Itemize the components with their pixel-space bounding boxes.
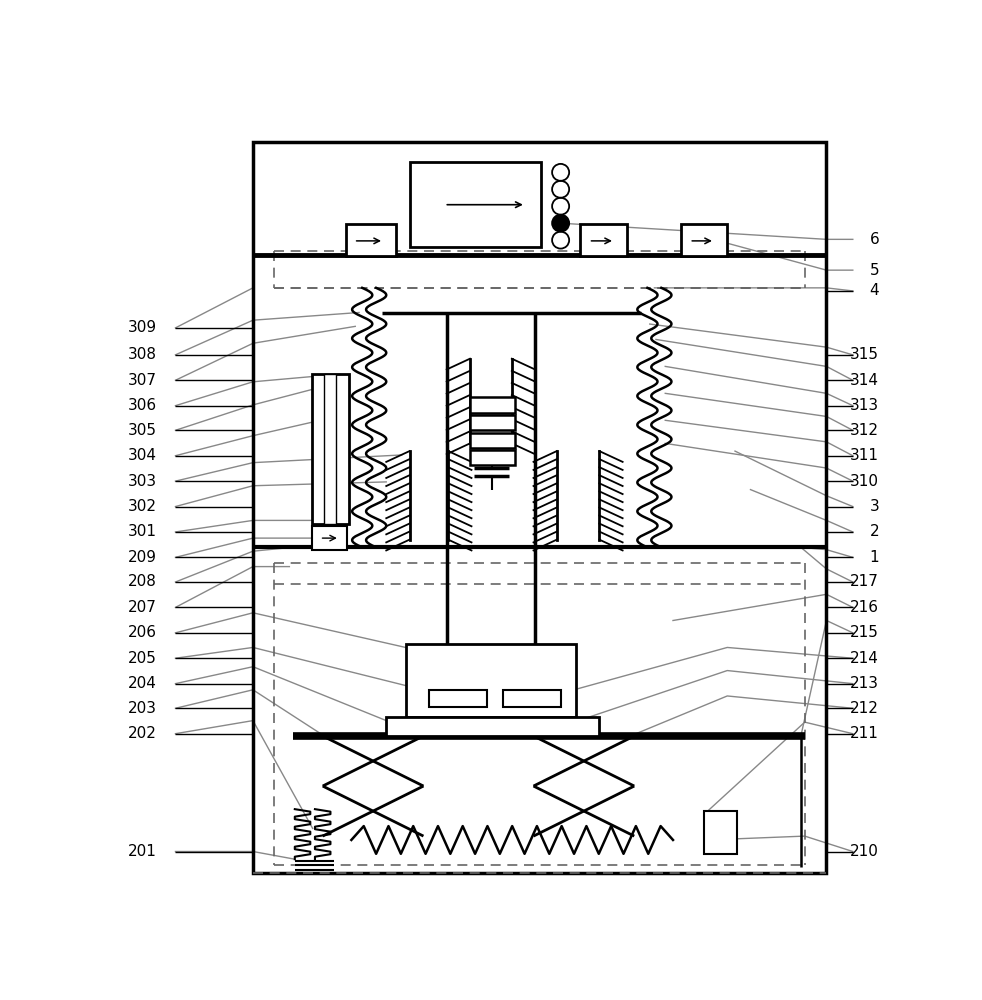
Text: 202: 202 [128, 726, 156, 741]
Text: 212: 212 [850, 701, 879, 716]
Text: 4: 4 [869, 283, 879, 298]
Text: 3: 3 [869, 499, 879, 514]
Bar [470, 450, 515, 465]
Bar [470, 433, 515, 448]
Text: 201: 201 [128, 844, 156, 859]
Bar [312, 374, 349, 524]
Text: 309: 309 [128, 320, 156, 335]
Text: 210: 210 [850, 844, 879, 859]
Text: 207: 207 [128, 600, 156, 615]
Text: 217: 217 [850, 574, 879, 589]
Bar [704, 811, 736, 854]
Text: 314: 314 [850, 373, 879, 388]
Text: 209: 209 [128, 550, 156, 565]
Bar [386, 717, 599, 736]
Text: 306: 306 [128, 398, 156, 413]
Text: 211: 211 [850, 726, 879, 741]
Bar [470, 397, 515, 413]
Circle shape [552, 215, 570, 232]
Bar [429, 690, 487, 707]
Bar [406, 644, 576, 717]
Text: 216: 216 [850, 600, 879, 615]
Bar [681, 224, 728, 256]
Text: 203: 203 [128, 701, 156, 716]
Text: 305: 305 [128, 423, 156, 438]
Bar [312, 526, 347, 550]
Bar [346, 224, 397, 256]
Bar [409, 162, 541, 247]
Text: 301: 301 [128, 524, 156, 539]
Text: 1: 1 [869, 550, 879, 565]
Text: 206: 206 [128, 625, 156, 640]
Text: 303: 303 [128, 474, 156, 489]
Bar [470, 415, 515, 430]
Text: 6: 6 [869, 232, 879, 247]
Bar [580, 224, 627, 256]
Text: 304: 304 [128, 448, 156, 463]
Text: 307: 307 [128, 373, 156, 388]
Text: 204: 204 [128, 676, 156, 691]
Text: 5: 5 [869, 263, 879, 278]
Text: 315: 315 [850, 347, 879, 362]
Text: 302: 302 [128, 499, 156, 514]
Bar [324, 374, 336, 524]
Bar [503, 690, 561, 707]
Text: 308: 308 [128, 347, 156, 362]
Bar [253, 142, 827, 873]
Text: 310: 310 [850, 474, 879, 489]
Text: 215: 215 [850, 625, 879, 640]
Text: 205: 205 [128, 651, 156, 666]
Text: 2: 2 [869, 524, 879, 539]
Text: 213: 213 [850, 676, 879, 691]
Text: 312: 312 [850, 423, 879, 438]
Text: 311: 311 [850, 448, 879, 463]
Text: 313: 313 [850, 398, 879, 413]
Text: 208: 208 [128, 574, 156, 589]
Text: 214: 214 [850, 651, 879, 666]
